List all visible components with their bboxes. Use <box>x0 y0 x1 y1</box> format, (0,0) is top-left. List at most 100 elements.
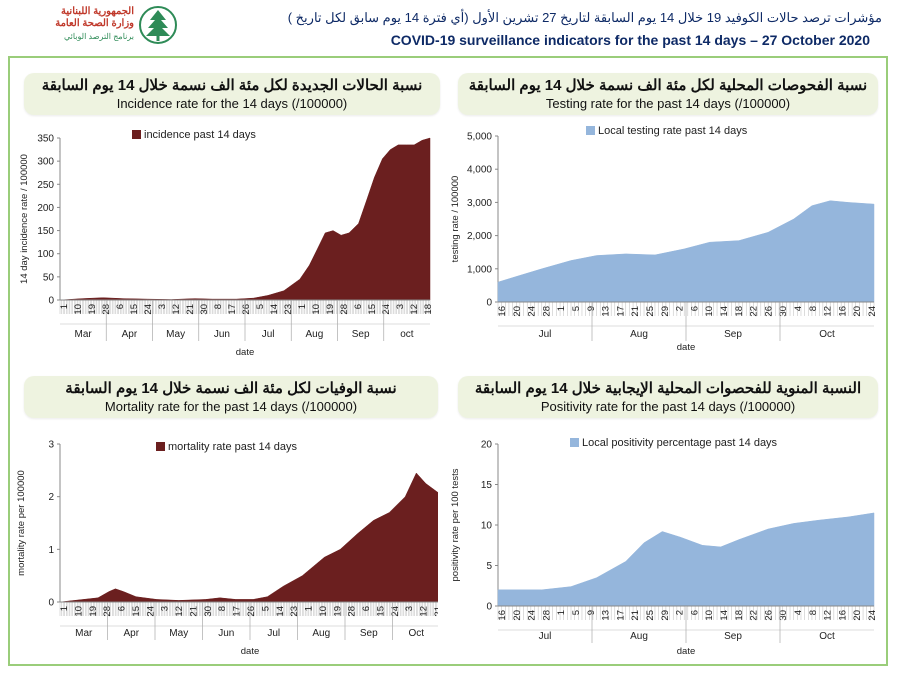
month-label: Sep <box>724 631 742 642</box>
page-title: COVID-19 surveillance indicators for the… <box>390 32 870 48</box>
month-label: Jun <box>218 628 234 639</box>
month-label: Aug <box>630 329 648 340</box>
x-tick-label: 20 <box>512 610 523 621</box>
month-label: Jun <box>214 329 230 340</box>
x-tick-label: 10 <box>73 606 84 617</box>
month-label: Aug <box>312 628 330 639</box>
x-tick-label: 21 <box>189 606 200 617</box>
x-tick-label: 26 <box>763 610 774 621</box>
x-tick-label: 13 <box>601 306 612 317</box>
positivity-daily-bars <box>497 606 875 620</box>
x-tick-label: 12 <box>823 610 834 621</box>
month-label: Jul <box>539 329 552 340</box>
x-tick-label: 20 <box>852 610 863 621</box>
x-tick-label: 19 <box>88 606 99 617</box>
x-tick-label: 23 <box>289 606 300 617</box>
y-tick-label: 5 <box>486 561 492 572</box>
x-tick-label: 24 <box>867 306 878 317</box>
incidence-panel-header: نسبة الحالات الجديدة لكل مئة الف نسمة خل… <box>24 73 440 115</box>
x-tick-label: 22 <box>749 610 760 621</box>
legend-swatch <box>570 438 579 447</box>
x-tick-label: 12 <box>419 606 430 617</box>
x-tick-label: 1 <box>304 606 315 611</box>
x-tick-label: 29 <box>660 610 671 621</box>
page-title-arabic: مؤشرات ترصد حالات الكوفيد 19 خلال 14 يوم… <box>287 10 882 25</box>
x-tick-label: 30 <box>778 610 789 621</box>
month-label: Jul <box>267 628 280 639</box>
x-tick-label: 24 <box>390 606 401 617</box>
x-axis-label: date <box>677 646 696 657</box>
x-tick-label: 5 <box>255 304 266 309</box>
x-tick-label: 15 <box>367 304 378 315</box>
charts-frame <box>8 56 888 666</box>
x-tick-label: 5 <box>260 606 271 611</box>
x-tick-label: 1 <box>556 306 567 311</box>
x-tick-label: 21 <box>433 606 438 617</box>
x-tick-label: 14 <box>719 306 730 317</box>
x-tick-label: 17 <box>615 610 626 621</box>
y-tick-label: 100 <box>37 249 54 260</box>
testing-daily-bars <box>497 302 875 316</box>
mortality-series-area <box>59 472 438 603</box>
testing-title-arabic: نسبة الفحوصات المحلية لكل مئة الف نسمة خ… <box>468 77 868 94</box>
x-tick-label: 5 <box>571 610 582 615</box>
legend-label: incidence past 14 days <box>144 129 256 141</box>
month-label: Mar <box>75 329 93 340</box>
y-tick-label: 1,000 <box>467 264 492 275</box>
y-tick-label: 150 <box>37 226 54 237</box>
y-tick-label: 15 <box>481 480 493 491</box>
x-tick-label: 15 <box>376 606 387 617</box>
x-tick-label: 12 <box>409 304 420 315</box>
y-tick-label: 250 <box>37 180 54 191</box>
x-tick-label: 2 <box>675 306 686 311</box>
x-tick-label: 1 <box>59 304 70 309</box>
y-axis-label: 14 day incidence rate / 100000 <box>19 154 30 284</box>
x-tick-label: 1 <box>59 606 70 611</box>
x-tick-label: 30 <box>199 304 210 315</box>
x-tick-label: 28 <box>347 606 358 617</box>
x-tick-label: 8 <box>217 606 228 611</box>
x-tick-label: 6 <box>117 606 128 611</box>
mortality-daily-bars <box>59 602 438 616</box>
mortality-title: Mortality rate for the past 14 days (/10… <box>104 399 358 414</box>
incidence-daily-bars <box>59 300 431 314</box>
incidence-series-area <box>59 137 431 301</box>
x-tick-label: 14 <box>269 304 280 315</box>
y-tick-label: 300 <box>37 157 54 168</box>
x-tick-label: 8 <box>808 610 819 615</box>
month-label: Apr <box>122 329 138 340</box>
positivity-title-arabic: النسبة المنوية للفحصوات المحلية الإيجابي… <box>474 380 862 397</box>
x-tick-label: 19 <box>87 304 98 315</box>
x-tick-label: 26 <box>241 304 252 315</box>
x-tick-label: 18 <box>423 304 434 315</box>
positivity-panel-header: النسبة المنوية للفحصوات المحلية الإيجابي… <box>458 376 878 418</box>
y-tick-label: 50 <box>43 272 55 283</box>
legend-swatch <box>156 442 165 451</box>
y-tick-label: 3,000 <box>467 198 492 209</box>
y-tick-label: 10 <box>481 521 493 532</box>
month-label: May <box>166 329 185 340</box>
x-tick-label: 15 <box>129 304 140 315</box>
x-tick-label: 16 <box>497 610 508 621</box>
incidence-title-arabic: نسبة الحالات الجديدة لكل مئة الف نسمة خل… <box>41 77 423 94</box>
month-label: May <box>169 628 188 639</box>
x-tick-label: 6 <box>689 610 700 615</box>
x-tick-label: 28 <box>541 610 552 621</box>
x-tick-label: 16 <box>497 306 508 317</box>
x-tick-label: 18 <box>734 306 745 317</box>
month-label: Aug <box>630 631 648 642</box>
month-label: Oct <box>408 628 424 639</box>
x-tick-label: 17 <box>232 606 243 617</box>
x-tick-label: 20 <box>512 306 523 317</box>
x-tick-label: 21 <box>630 306 641 317</box>
y-axis-label: mortality rate per 100000 <box>16 470 27 576</box>
x-axis-label: date <box>236 347 255 358</box>
x-tick-label: 4 <box>793 610 804 615</box>
testing-panel-header: نسبة الفحوصات المحلية لكل مئة الف نسمة خ… <box>458 73 878 115</box>
ministry-logo: الجمهورية اللبنانية وزارة الصحة العامة ب… <box>38 4 178 48</box>
x-tick-label: 30 <box>203 606 214 617</box>
y-tick-label: 350 <box>37 134 54 145</box>
y-tick-label: 1 <box>48 545 54 556</box>
x-tick-label: 24 <box>867 610 878 621</box>
